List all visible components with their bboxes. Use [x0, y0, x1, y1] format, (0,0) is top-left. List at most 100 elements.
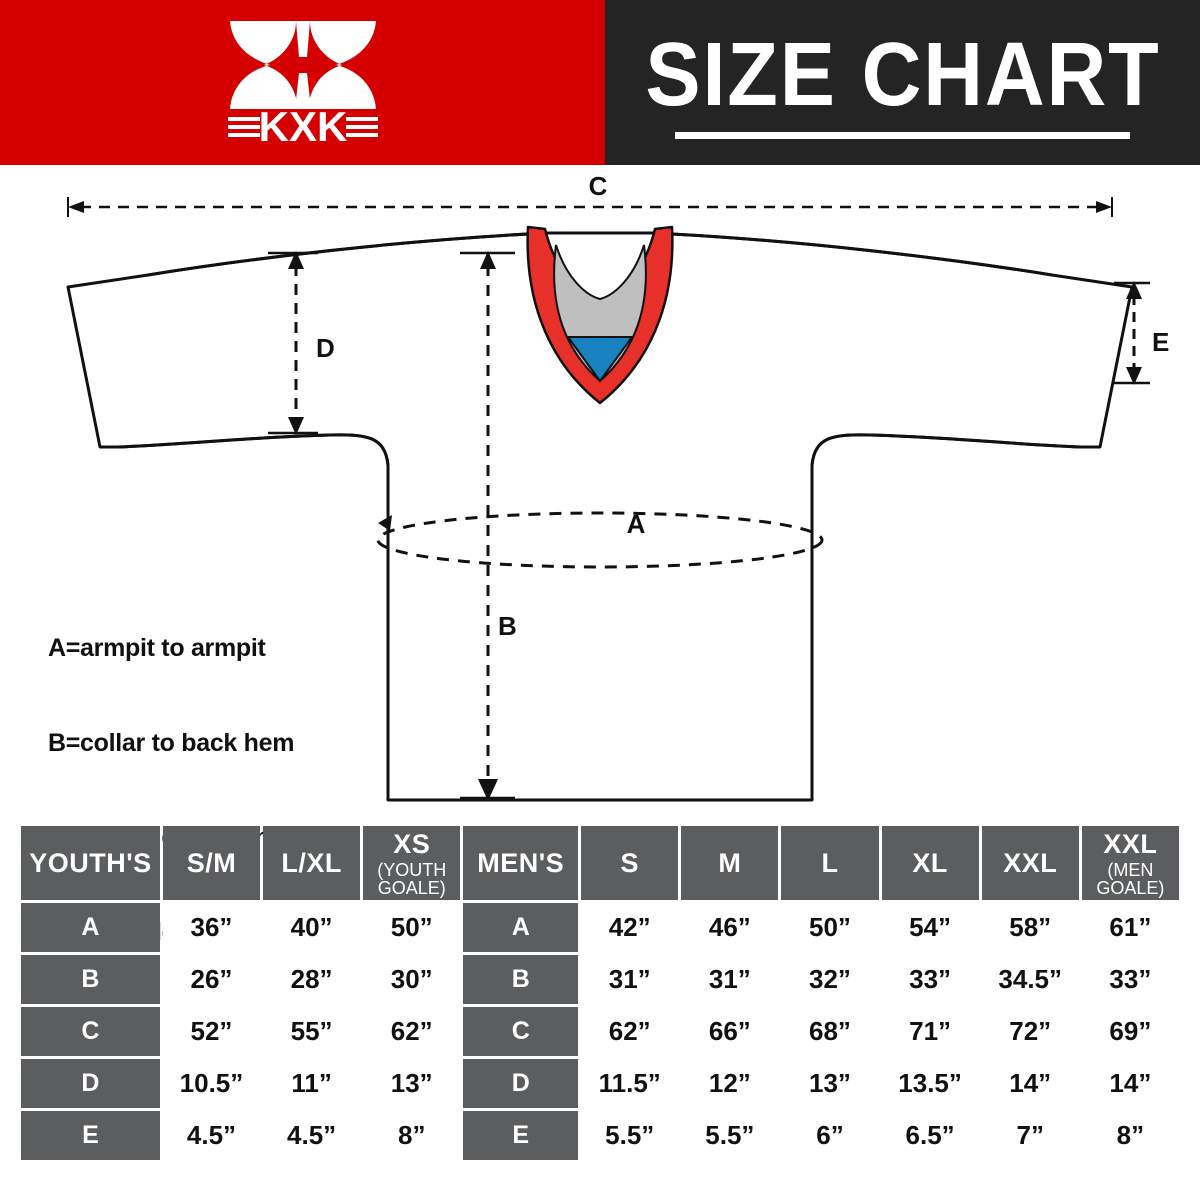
measurement-cell: 5.5” [581, 1111, 679, 1160]
measurement-cell: 36” [162, 903, 261, 952]
label-e: E [1152, 327, 1169, 357]
measurement-cell: 62” [581, 1007, 679, 1056]
collar-accent [566, 336, 634, 383]
label-d: D [316, 333, 335, 363]
table-row: E 4.5” 4.5” 8” E 5.5” 5.5” 6” 6.5” 7” 8” [21, 1111, 1179, 1160]
kxk-logo-icon: KXK [227, 20, 378, 150]
header-label: S [620, 847, 639, 878]
measurement-cell: 4.5” [263, 1111, 361, 1160]
table-row: A 36” 40” 50” A 42” 46” 50” 54” 58” 61” [21, 903, 1179, 952]
header-label: M [718, 847, 742, 878]
dimension-d: D [268, 251, 335, 435]
measurement-cell: 50” [781, 903, 879, 952]
dimension-c: C [67, 171, 1113, 217]
header-label: L [821, 847, 839, 878]
label-b: B [498, 611, 517, 641]
table-header-cell: L [781, 826, 879, 900]
measurement-cell: 42” [581, 903, 679, 952]
men-row-label: A [463, 903, 579, 952]
table-header-cell: M [681, 826, 779, 900]
header-label: XL [912, 847, 948, 878]
measurement-cell: 31” [581, 955, 679, 1004]
men-row-label: D [463, 1059, 579, 1108]
measurement-cell: 5.5” [681, 1111, 779, 1160]
measurement-cell: 13” [781, 1059, 879, 1108]
youth-row-label: B [21, 955, 160, 1004]
measurement-cell: 11” [263, 1059, 361, 1108]
measurement-cell: 7” [981, 1111, 1079, 1160]
size-chart-table: YOUTH'S S/M L/XL XS (YOUTH GOALE) MEN'S S M L XL X… [18, 823, 1182, 1163]
measurement-cell: 11.5” [581, 1059, 679, 1108]
header-label: L/XL [281, 847, 342, 878]
measurement-cell: 26” [162, 955, 261, 1004]
measurement-cell: 6.5” [881, 1111, 979, 1160]
header-sublabel: (MEN GOALE) [1096, 860, 1165, 898]
header-label: XXL [1003, 847, 1058, 878]
dimension-b: B [460, 251, 517, 801]
youth-row-label: D [21, 1059, 160, 1108]
measurement-cell: 71” [881, 1007, 979, 1056]
measurement-cell: 58” [981, 903, 1079, 952]
table-header-cell: YOUTH'S [21, 826, 160, 900]
youth-row-label: E [21, 1111, 160, 1160]
measurement-cell: 68” [781, 1007, 879, 1056]
page-header: KXK SIZE CHART [0, 0, 1200, 165]
label-a: A [627, 509, 646, 539]
header-label: S/M [186, 847, 237, 878]
table-header-cell: XL [881, 826, 979, 900]
legend-item-b: B=collar to back hem [48, 728, 295, 757]
table-row: D 10.5” 11” 13” D 11.5” 12” 13” 13.5” 14” 14” [21, 1059, 1179, 1108]
measurement-cell: 33” [1081, 955, 1179, 1004]
header-label: XXL [1103, 829, 1158, 859]
header-label: XS [393, 829, 431, 859]
jersey-diagram: C D [0, 165, 1200, 1040]
table-header-cell: MEN'S [463, 826, 579, 900]
legend-item-a: A=armpit to armpit [48, 634, 266, 662]
jersey-svg: C D [66, 171, 1169, 802]
header-label: YOUTH'S [29, 847, 152, 878]
table-header-cell: L/XL [263, 826, 361, 900]
jersey-collar [526, 225, 674, 405]
table-row: C 52” 55” 62” C 62” 66” 68” 71” 72” 69” [21, 1007, 1179, 1056]
measurement-cell: 30” [363, 955, 461, 1004]
youth-row-label: C [21, 1007, 160, 1056]
kxk-wordmark: KXK [258, 103, 347, 150]
measurement-cell: 8” [363, 1111, 461, 1160]
table-header-cell: XXL [981, 826, 1079, 900]
table-header-row: YOUTH'S S/M L/XL XS (YOUTH GOALE) MEN'S S M L XL X… [21, 826, 1179, 900]
header-label: MEN'S [477, 847, 565, 878]
measurement-cell: 4.5” [162, 1111, 261, 1160]
measurement-cell: 55” [263, 1007, 361, 1056]
measurement-cell: 6” [781, 1111, 879, 1160]
men-row-label: E [463, 1111, 579, 1160]
measurement-cell: 52” [162, 1007, 261, 1056]
measurement-cell: 31” [681, 955, 779, 1004]
men-row-label: C [463, 1007, 579, 1056]
table-header-cell: XXL (MEN GOALE) [1081, 826, 1179, 900]
header-sublabel: (YOUTH GOALE) [377, 860, 447, 898]
table-body: A 36” 40” 50” A 42” 46” 50” 54” 58” 61” B 26” 28” 30” B… [21, 903, 1179, 1160]
table-header-cell: S [581, 826, 679, 900]
label-c: C [589, 171, 608, 201]
dimension-a: A [376, 509, 824, 569]
measurement-cell: 61” [1081, 903, 1179, 952]
measurement-cell: 13.5” [881, 1059, 979, 1108]
measurement-cell: 14” [981, 1059, 1079, 1108]
title-underline [675, 132, 1130, 139]
measurement-cell: 8” [1081, 1111, 1179, 1160]
table-header-cell: S/M [162, 826, 261, 900]
measurement-cell: 13” [363, 1059, 461, 1108]
size-table-wrapper: YOUTH'S S/M L/XL XS (YOUTH GOALE) MEN'S S M L XL X… [18, 823, 1182, 1163]
measurement-cell: 28” [263, 955, 361, 1004]
measurement-cell: 10.5” [162, 1059, 261, 1108]
table-header-cell: XS (YOUTH GOALE) [363, 826, 461, 900]
measurement-cell: 50” [363, 903, 461, 952]
measurement-cell: 34.5” [981, 955, 1079, 1004]
measurement-cell: 14” [1081, 1059, 1179, 1108]
measurement-cell: 40” [263, 903, 361, 952]
table-row: B 26” 28” 30” B 31” 31” 32” 33” 34.5” 33” [21, 955, 1179, 1004]
measurement-cell: 62” [363, 1007, 461, 1056]
measurement-cell: 33” [881, 955, 979, 1004]
measurement-cell: 32” [781, 955, 879, 1004]
measurement-cell: 72” [981, 1007, 1079, 1056]
